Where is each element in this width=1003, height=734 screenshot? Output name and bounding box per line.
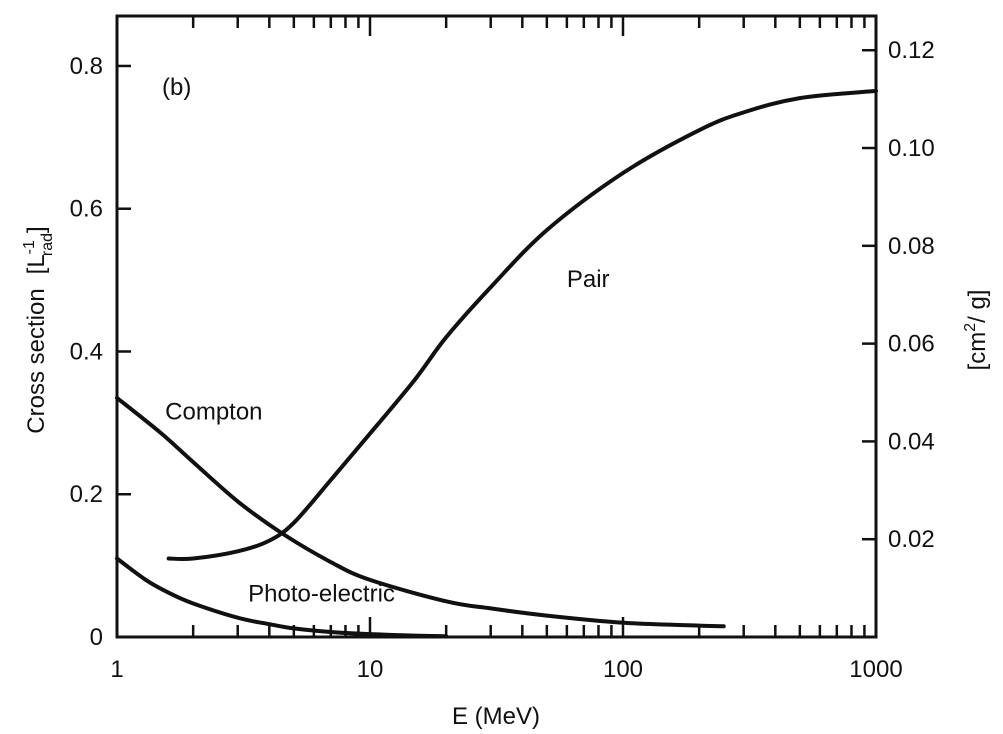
annotation-compton: Compton: [165, 398, 262, 425]
left-axis-unit-open: [L: [23, 254, 50, 274]
left-axis-unit-close: ]: [23, 226, 50, 233]
plot-frame: [115, 14, 878, 639]
series-line-pair: [166, 88, 878, 562]
y-tick-label-left: 0.2: [70, 481, 103, 508]
x-tick-label: 100: [603, 656, 643, 683]
x-tick-label: 1000: [849, 656, 902, 683]
axis-ticks: [115, 16, 878, 639]
right-axis-title-main: [cm: [964, 332, 991, 371]
y-tick-label-right: 0.08: [888, 233, 935, 260]
right-axis-title: [cm2/ g]: [962, 290, 991, 371]
y-tick-label-left: 0.4: [70, 338, 103, 365]
left-axis-unit-sub: rad: [39, 233, 56, 256]
annotation-pair: Pair: [567, 266, 610, 293]
y-tick-label-left: 0.8: [70, 53, 103, 80]
y-tick-label-right: 0.06: [888, 331, 935, 358]
y-tick-label-left: 0.6: [70, 196, 103, 223]
y-tick-label-right: 0.12: [888, 37, 935, 64]
x-tick-label: 10: [357, 656, 384, 683]
x-axis-title: E (MeV): [452, 703, 540, 730]
right-axis-title-close: / g]: [964, 290, 991, 323]
left-axis-title: Cross section [L-1rad]: [21, 226, 56, 433]
x-tick-label: 1: [110, 656, 123, 683]
right-axis-title-sup: 2: [962, 323, 979, 332]
left-axis-unit-sup: -1: [21, 240, 38, 254]
curve-annotations: Compton Pair Photo-electric: [165, 266, 609, 607]
left-axis-title-text: Cross section [L-1rad]: [21, 226, 56, 433]
left-axis-title-main: Cross section: [23, 288, 50, 433]
right-axis-title-text: [cm2/ g]: [962, 290, 991, 371]
panel-label: (b): [162, 74, 191, 101]
series-line-compton: [115, 395, 726, 629]
y-tick-label-right: 0.10: [888, 135, 935, 162]
series-line-photo-electric: [115, 556, 449, 639]
y-tick-label-left: 0: [90, 624, 103, 651]
y-tick-label-right: 0.04: [888, 428, 935, 455]
series-curves: [115, 88, 878, 639]
tick-labels: 1 10 100 1000 0 0.2 0.4 0.6 0.8 0.02 0.04 0.06 0.08 0…: [70, 37, 935, 683]
annotation-photo-electric: Photo-electric: [248, 580, 395, 607]
y-tick-label-right: 0.02: [888, 526, 935, 553]
